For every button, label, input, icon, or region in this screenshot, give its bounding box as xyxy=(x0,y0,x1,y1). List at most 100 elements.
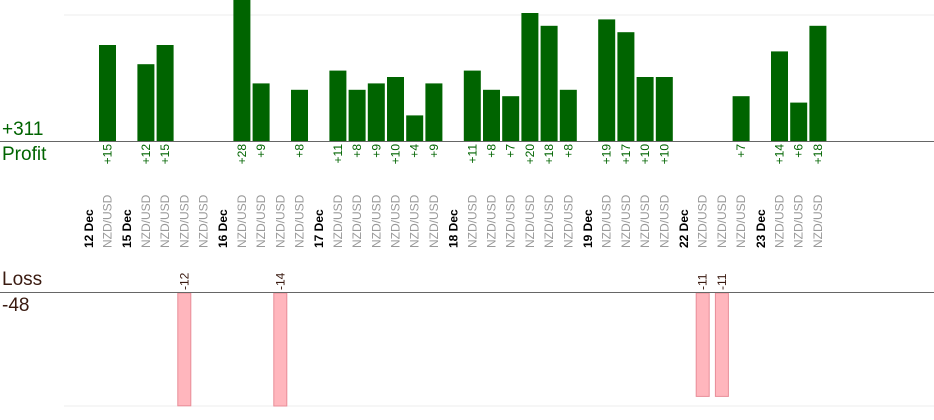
instrument-label: NZD/USD xyxy=(734,194,748,248)
loss-bar xyxy=(714,292,729,397)
profit-bar xyxy=(233,0,251,141)
profit-value-label: +4 xyxy=(408,144,422,158)
instrument-label: NZD/USD xyxy=(561,194,575,248)
profit-bar xyxy=(790,102,808,141)
profit-bar xyxy=(99,45,116,141)
date-label: 16 Dec xyxy=(216,209,230,248)
profit-value-label: +18 xyxy=(811,144,825,165)
loss-bar xyxy=(177,292,192,407)
profit-value-label: +20 xyxy=(523,144,537,165)
profit-value-label: +15 xyxy=(158,144,172,165)
profit-value-label: +9 xyxy=(427,144,441,158)
profit-value-label: +8 xyxy=(293,144,307,158)
profit-value-label: +17 xyxy=(619,144,633,165)
profit-bar xyxy=(502,96,520,141)
instrument-label: NZD/USD xyxy=(811,194,825,248)
profit-bar xyxy=(156,45,174,141)
profit-value-label: +11 xyxy=(331,144,345,164)
instrument-label: NZD/USD xyxy=(389,194,403,248)
profit-bar xyxy=(252,83,270,141)
profit-value-label: +15 xyxy=(101,144,115,165)
profit-value-label: +8 xyxy=(561,144,575,158)
instrument-label: NZD/USD xyxy=(696,194,710,248)
instrument-label: NZD/USD xyxy=(792,194,806,248)
loss-bar xyxy=(273,292,288,407)
profit-bar xyxy=(521,13,539,141)
date-label: 15 Dec xyxy=(120,209,134,248)
profit-bar xyxy=(406,115,424,141)
profit-bar xyxy=(636,77,654,141)
instrument-label: NZD/USD xyxy=(773,194,787,248)
profit-bar xyxy=(463,70,481,141)
instrument-label: NZD/USD xyxy=(101,194,115,248)
instrument-label: NZD/USD xyxy=(465,194,479,248)
profit-value-label: +14 xyxy=(773,144,787,165)
profit-bar xyxy=(771,51,788,141)
profit-value-label: +8 xyxy=(350,144,364,158)
profit-bar xyxy=(540,25,558,141)
instrument-label: NZD/USD xyxy=(350,194,364,248)
profit-bar xyxy=(559,89,577,141)
instrument-label: NZD/USD xyxy=(369,194,383,248)
loss-bar xyxy=(695,292,710,397)
profit-value-label: +19 xyxy=(600,144,614,165)
profit-bar xyxy=(348,89,366,141)
profit-value-label: +12 xyxy=(139,144,153,165)
profit-bar xyxy=(425,83,443,141)
date-label: 18 Dec xyxy=(447,209,461,248)
profit-bar xyxy=(617,32,635,142)
profit-total: +311 xyxy=(2,119,44,140)
date-label: 22 Dec xyxy=(677,209,691,248)
profit-value-label: +7 xyxy=(734,144,748,158)
instrument-label: NZD/USD xyxy=(523,194,537,248)
instrument-label: NZD/USD xyxy=(715,194,729,248)
instrument-label: NZD/USD xyxy=(293,194,307,248)
profit-bar xyxy=(367,83,385,141)
profit-bar xyxy=(809,25,827,141)
profit-value-label: +10 xyxy=(638,144,652,165)
profit-value-label: +11 xyxy=(465,144,479,164)
profit-bar xyxy=(137,64,155,141)
instrument-label: NZD/USD xyxy=(638,194,652,248)
loss-label: Loss xyxy=(2,269,43,290)
instrument-label: NZD/USD xyxy=(235,194,249,248)
profit-bar xyxy=(387,77,404,141)
instrument-label: NZD/USD xyxy=(331,194,345,248)
instrument-label: NZD/USD xyxy=(619,194,633,248)
profit-bar xyxy=(732,96,750,141)
profit-bar xyxy=(329,70,347,141)
profit-bar xyxy=(598,19,616,141)
date-label: 19 Dec xyxy=(581,209,595,248)
profit-value-label: +9 xyxy=(369,144,383,158)
profit-value-label: +10 xyxy=(389,144,403,165)
loss-value-label: -11 xyxy=(696,273,710,290)
instrument-label: NZD/USD xyxy=(177,194,191,248)
instrument-label: NZD/USD xyxy=(427,194,441,248)
instrument-label: NZD/USD xyxy=(485,194,499,248)
profit-label: Profit xyxy=(2,144,47,165)
loss-value-label: -11 xyxy=(715,273,729,290)
loss-value-label: -14 xyxy=(273,272,287,290)
loss-value-label: -12 xyxy=(177,272,191,290)
instrument-label: NZD/USD xyxy=(158,194,172,248)
instrument-label: NZD/USD xyxy=(273,194,287,248)
instrument-label: NZD/USD xyxy=(197,194,211,248)
loss-total: -48 xyxy=(2,295,30,316)
profit-value-label: +18 xyxy=(542,144,556,165)
instrument-label: NZD/USD xyxy=(504,194,518,248)
profit-value-label: +8 xyxy=(485,144,499,158)
instrument-label: NZD/USD xyxy=(254,194,268,248)
instrument-label: NZD/USD xyxy=(139,194,153,248)
profit-value-label: +10 xyxy=(657,144,671,165)
instrument-label: NZD/USD xyxy=(542,194,556,248)
date-label: 12 Dec xyxy=(82,209,96,248)
date-label: 23 Dec xyxy=(754,209,768,248)
profit-bar xyxy=(483,89,500,141)
profit-bar xyxy=(291,89,308,141)
profit-value-label: +9 xyxy=(254,144,268,158)
profit-value-label: +7 xyxy=(504,144,518,158)
profit-bar xyxy=(655,77,673,141)
instrument-label: NZD/USD xyxy=(408,194,422,248)
date-label: 17 Dec xyxy=(312,209,326,248)
